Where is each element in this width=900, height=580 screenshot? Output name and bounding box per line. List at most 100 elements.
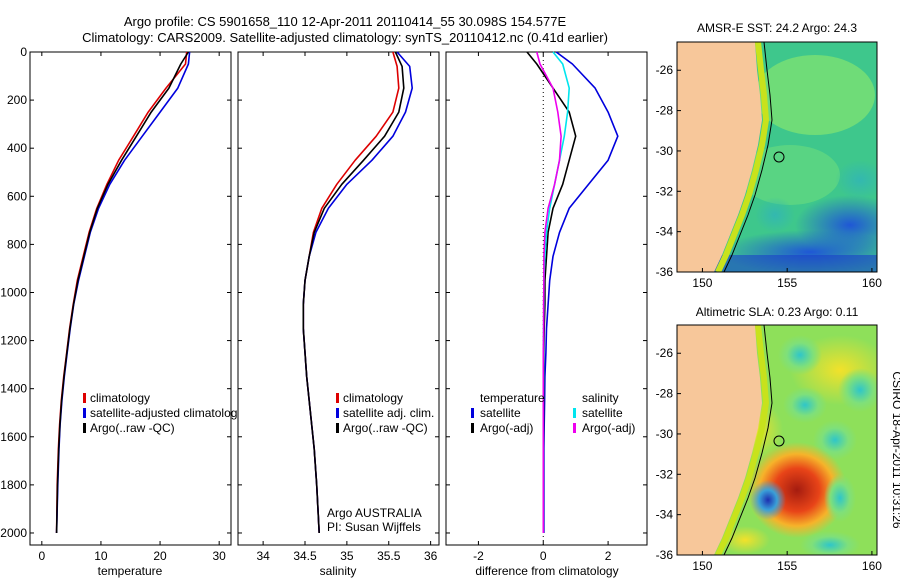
lon-tick-label: 160 (862, 559, 882, 573)
sla-land (677, 325, 762, 555)
ytick-label: 200 (7, 93, 27, 107)
legend-label-argo: Argo(..raw -QC) (343, 421, 428, 435)
difference-yticks (446, 51, 647, 534)
difference-legend: temperature satellite Argo(-adj) salinit… (471, 391, 635, 435)
legend-label-sal-argo: Argo(-adj) (582, 421, 635, 435)
xtick-label: 20 (153, 549, 167, 563)
ytick-label: 0 (20, 45, 27, 59)
lat-tick-label: -30 (656, 427, 674, 441)
xtick-label: 10 (94, 549, 108, 563)
legend-swatch-argo (336, 423, 339, 433)
sst-map-image (677, 42, 877, 272)
sla-coast-band (715, 325, 770, 555)
lat-tick-label: -32 (656, 467, 674, 481)
sla-map-xticks: 150 155 160 (692, 551, 882, 573)
legend-swatch-climatology (336, 393, 339, 403)
lat-tick-label: -26 (656, 346, 674, 360)
legend-swatch-temp-satellite (471, 408, 474, 418)
xtick-label: 34.5 (293, 549, 317, 563)
legend-label-satellite: satellite-adjusted climatology (90, 406, 243, 420)
salinity-xticks: 34 34.5 35 35.5 36 (256, 52, 438, 563)
lat-tick-label: -32 (656, 184, 674, 198)
legend-label-temp-argo: Argo(-adj) (480, 421, 533, 435)
salinity-series (302, 51, 414, 534)
legend-swatch-satellite (83, 408, 86, 418)
annotation-line2: PI: Susan Wijffels (327, 520, 421, 534)
temperature-panel: 0 200 400 600 800 1000 1200 1400 1600 1800 2000 0 1… (0, 45, 243, 578)
xtick-label: 0 (38, 549, 45, 563)
lon-tick-label: 155 (777, 559, 797, 573)
lat-tick-label: -34 (656, 225, 674, 239)
temperature-legend: climatology satellite-adjusted climatolo… (83, 391, 243, 435)
sst-map-yticks: -26 -28 -30 -32 -34 -36 (656, 63, 681, 279)
legend-swatch-sal-argo (573, 423, 576, 433)
sla-map-yticks: -26 -28 -30 -32 -34 -36 (656, 346, 681, 562)
difference-series (526, 51, 619, 533)
lat-tick-label: -30 (656, 144, 674, 158)
salinity-yticks (238, 51, 439, 534)
ytick-label: 2000 (0, 526, 27, 540)
legend-swatch-climatology (83, 393, 86, 403)
lat-tick-label: -36 (656, 265, 674, 279)
legend-label-argo: Argo(..raw -QC) (90, 421, 175, 435)
legend-swatch-argo (83, 423, 86, 433)
lon-tick-label: 155 (777, 276, 797, 290)
legend-label-temp-satellite: satellite (480, 406, 521, 420)
temperature-series (55, 51, 191, 534)
xtick-label: 2 (605, 549, 612, 563)
legend-label-sal-satellite: satellite (582, 406, 623, 420)
lon-tick-label: 160 (862, 276, 882, 290)
xtick-label: 35.5 (377, 549, 401, 563)
sla-map-frame (676, 324, 878, 556)
ytick-label: 1200 (0, 334, 27, 348)
xtick-label: 35 (340, 549, 354, 563)
lon-tick-label: 150 (692, 276, 712, 290)
lat-tick-label: -28 (656, 104, 674, 118)
temperature-axes (29, 51, 232, 546)
header-line2: Climatology: CARS2009. Satellite-adjuste… (82, 30, 608, 45)
legend-title-temperature: temperature (480, 391, 545, 405)
sla-map-title: Altimetric SLA: 0.23 Argo: 0.11 (696, 305, 859, 319)
xtick-label: 34 (256, 549, 270, 563)
sst-map-frame (676, 41, 878, 273)
difference-xticks: -2 0 2 (473, 52, 612, 563)
profile-marker (773, 151, 785, 163)
sla-map-panel: Altimetric SLA: 0.23 Argo: 0.11 -26 -28 -3… (656, 305, 883, 573)
ytick-label: 1000 (0, 285, 27, 299)
lat-tick-label: -28 (656, 387, 674, 401)
legend-swatch-sal-satellite (573, 408, 576, 418)
sst-map-title: AMSR-E SST: 24.2 Argo: 24.3 (697, 21, 857, 35)
ytick-label: 1600 (0, 430, 27, 444)
legend-title-salinity: salinity (582, 391, 619, 405)
temperature-yticks: 0 200 400 600 800 1000 1200 1400 1600 1800 2000 (0, 45, 231, 540)
salinity-legend: climatology satellite adj. clim. Argo(..… (336, 391, 434, 435)
difference-xlabel: difference from climatology (475, 564, 618, 578)
series-salinity-argo-adj (536, 51, 562, 533)
sla-shelf-contour (723, 325, 773, 555)
xtick-label: -2 (473, 549, 484, 563)
ytick-label: 1800 (0, 478, 27, 492)
profile-marker (773, 435, 785, 447)
legend-label-climatology: climatology (343, 391, 403, 405)
lat-tick-label: -26 (656, 63, 674, 77)
salinity-xlabel: salinity (320, 564, 357, 578)
sst-map-panel: AMSR-E SST: 24.2 Argo: 24.3 -26 -28 -30 -32… (656, 21, 883, 290)
legend-swatch-temp-argo (471, 423, 474, 433)
salinity-axes (237, 51, 440, 546)
sst-shelf-contour (723, 42, 773, 272)
legend-label-satellite: satellite adj. clim. (343, 406, 434, 420)
legend-swatch-satellite (336, 408, 339, 418)
side-label: CSIRO 18-Apr-2011 10:31:26 (890, 371, 900, 529)
series-argo-raw-qc (302, 51, 405, 534)
ytick-label: 600 (7, 189, 27, 203)
sst-coast-band (715, 42, 770, 272)
ytick-label: 1400 (0, 382, 27, 396)
series-argo-raw-qc (55, 51, 190, 534)
difference-axes (445, 51, 648, 546)
xtick-label: 30 (212, 549, 226, 563)
difference-panel: -2 0 2 temperature satellite Argo(-adj) sa… (445, 51, 648, 578)
lat-tick-label: -34 (656, 508, 674, 522)
legend-label-climatology: climatology (90, 391, 150, 405)
salinity-panel: 34 34.5 35 35.5 36 climatology satellite adj… (237, 51, 440, 578)
